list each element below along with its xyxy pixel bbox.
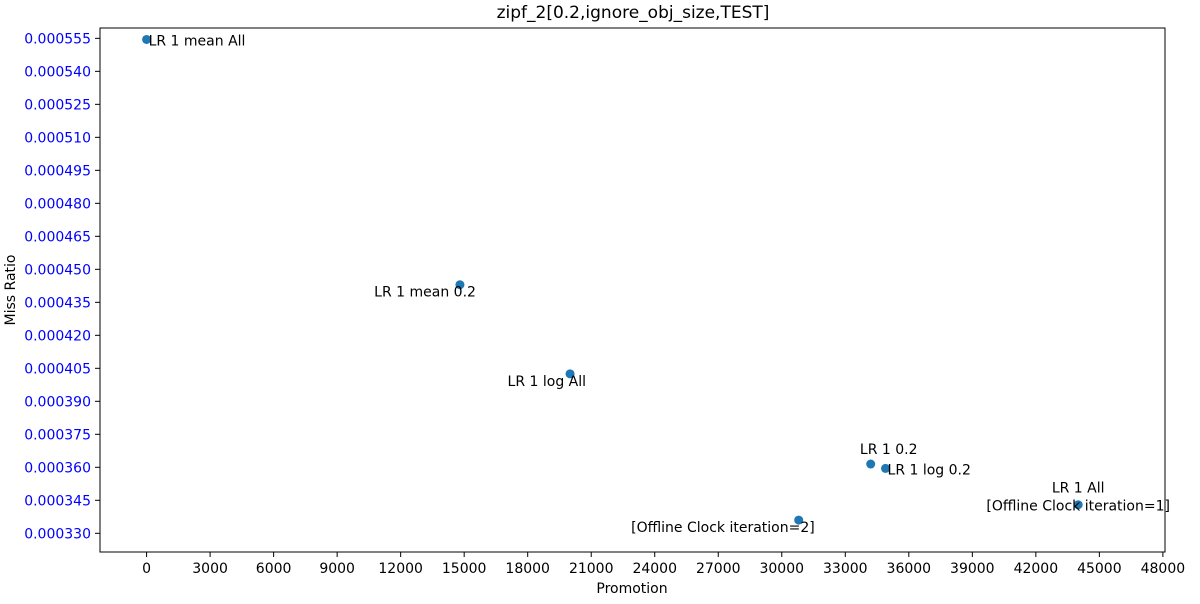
- x-tick-label: 45000: [1077, 561, 1122, 577]
- x-tick-label: 48000: [1141, 561, 1186, 577]
- scatter-point: [455, 280, 465, 290]
- point-labels: LR 1 mean All LR 1 mean 0.2 LR 1 log All LR…: [149, 33, 1170, 536]
- y-tick-label: 0.000540: [24, 64, 91, 80]
- x-tick-label: 6000: [256, 561, 292, 577]
- scatter-point: [1073, 500, 1083, 510]
- x-tick-label: 39000: [950, 561, 995, 577]
- point-label: [Offline Clock iteration=2]: [631, 520, 815, 536]
- x-tick-label: 12000: [378, 561, 423, 577]
- y-tick-label: 0.000420: [24, 328, 91, 344]
- point-label: LR 1 log 0.2: [888, 462, 971, 478]
- x-tick-label: 36000: [887, 561, 932, 577]
- y-tick-label: 0.000525: [24, 97, 91, 113]
- y-axis-label: Miss Ratio: [3, 255, 19, 326]
- scatter-point: [881, 463, 891, 473]
- x-tick-label: 15000: [442, 561, 487, 577]
- y-tick-label: 0.000435: [24, 295, 91, 311]
- scatter-point: [565, 369, 575, 379]
- scatter-point: [142, 34, 152, 44]
- data-points: [142, 34, 1083, 525]
- y-tick-label: 0.000510: [24, 130, 91, 146]
- x-tick-label: 9000: [319, 561, 355, 577]
- x-tick-label: 3000: [192, 561, 228, 577]
- y-tick-label: 0.000465: [24, 229, 91, 245]
- point-label: LR 1 0.2: [860, 442, 918, 458]
- y-tick-label: 0.000495: [24, 163, 91, 179]
- x-tick-label: 30000: [759, 561, 804, 577]
- y-tick-label: 0.000330: [24, 526, 91, 542]
- chart-title: zipf_2[0.2,ignore_obj_size,TEST]: [497, 3, 770, 23]
- point-label: LR 1 mean 0.2: [374, 285, 476, 301]
- x-tick-label: 21000: [569, 561, 614, 577]
- x-axis-label: Promotion: [596, 581, 667, 597]
- scatter-point: [866, 459, 876, 469]
- y-tick-label: 0.000375: [24, 427, 91, 443]
- x-axis: 0 3000 6000 9000 12000 15000 18000 21000 24000 27…: [142, 552, 1185, 577]
- scatter-point: [794, 515, 804, 525]
- y-tick-label: 0.000345: [24, 493, 91, 509]
- y-tick-label: 0.000360: [24, 460, 91, 476]
- point-label: LR 1 log All: [508, 374, 586, 390]
- x-tick-label: 24000: [632, 561, 677, 577]
- y-tick-label: 0.000555: [24, 31, 91, 47]
- y-tick-label: 0.000390: [24, 394, 91, 410]
- y-tick-label: 0.000405: [24, 361, 91, 377]
- y-tick-label: 0.000480: [24, 196, 91, 212]
- point-label: LR 1 All [Offline Clock iteration=1]: [986, 481, 1170, 515]
- y-axis: 0.000330 0.000345 0.000360 0.000375 0.000390…: [24, 31, 100, 542]
- point-label: LR 1 mean All: [149, 33, 246, 49]
- x-tick-label: 42000: [1014, 561, 1059, 577]
- x-tick-label: 0: [142, 561, 151, 577]
- x-tick-label: 33000: [823, 561, 868, 577]
- plot-area: [99, 27, 1166, 553]
- y-tick-label: 0.000450: [24, 262, 91, 278]
- x-tick-label: 27000: [696, 561, 741, 577]
- x-tick-label: 18000: [505, 561, 550, 577]
- plot-frame: [99, 27, 1166, 553]
